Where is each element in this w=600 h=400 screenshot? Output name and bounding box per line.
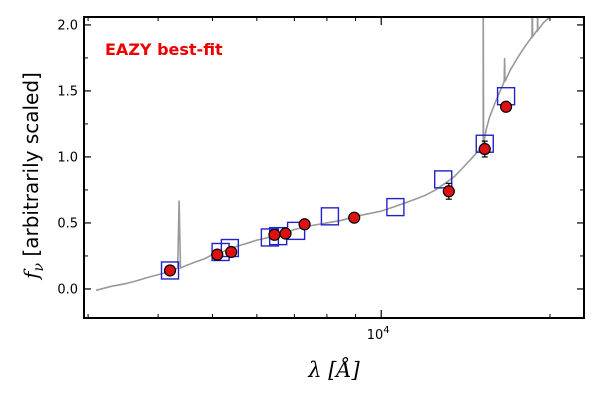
plot-content xyxy=(95,17,553,292)
annotation-eazy-best-fit: EAZY best-fit xyxy=(105,40,223,59)
observed-flux-point xyxy=(279,227,292,240)
x-tick-label: 104 xyxy=(367,325,390,343)
plot-area xyxy=(95,17,553,292)
observed-flux-point xyxy=(163,264,177,277)
observed-flux-point xyxy=(442,185,455,198)
observed-flux-point xyxy=(298,218,311,231)
observed-flux-point xyxy=(211,248,224,261)
y-tick-label: 2.0 xyxy=(57,18,78,33)
model-flux-square xyxy=(160,261,180,280)
y-tick-label: 1.0 xyxy=(57,150,78,165)
observed-flux-point xyxy=(478,142,491,156)
observed-flux-point xyxy=(348,211,361,224)
model-flux-square xyxy=(386,197,405,217)
y-axis-label: fν [arbitrarily scaled] xyxy=(19,72,47,281)
model-sed-line xyxy=(95,17,553,292)
y-tick-label: 1.5 xyxy=(57,84,78,99)
observed-flux-point xyxy=(499,100,513,113)
model-flux-square xyxy=(320,207,340,226)
y-tick-label: 0.5 xyxy=(57,216,78,231)
observed-flux-point xyxy=(268,228,281,241)
observed-flux-point xyxy=(225,245,238,259)
x-axis-label: λ [Å] xyxy=(307,357,360,382)
y-tick-label: 0.0 xyxy=(57,282,78,297)
model-flux-square xyxy=(434,170,453,189)
axes-frame xyxy=(83,16,585,319)
